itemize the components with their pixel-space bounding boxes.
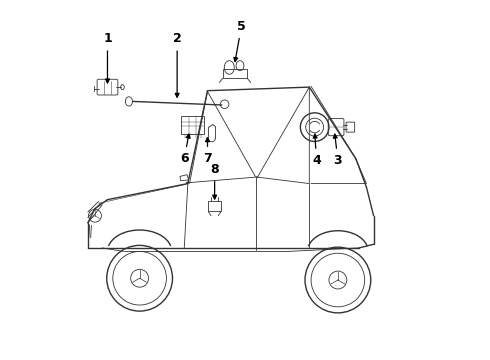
Text: 8: 8 <box>210 163 219 199</box>
Text: 7: 7 <box>203 138 212 165</box>
Text: 2: 2 <box>173 32 181 97</box>
Text: 1: 1 <box>103 32 112 83</box>
Text: 5: 5 <box>234 20 246 62</box>
Text: 6: 6 <box>180 134 190 165</box>
Text: 4: 4 <box>312 134 321 167</box>
Text: 3: 3 <box>333 134 342 167</box>
